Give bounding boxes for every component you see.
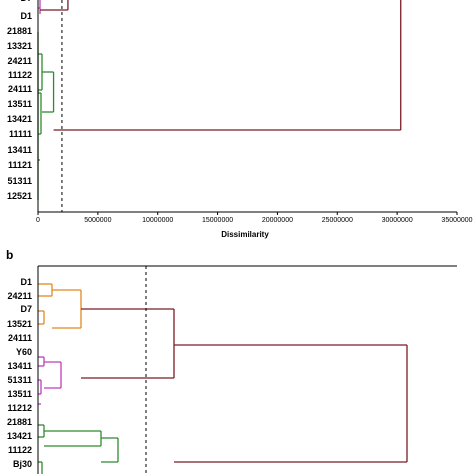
leaf-label-b: Bj30 xyxy=(12,459,32,469)
x-axis-title: Dissimilarity xyxy=(221,230,269,239)
leaf-label-a: 13321 xyxy=(6,41,32,51)
x-tick-label: 35000000 xyxy=(441,217,473,224)
leaf-label-a: 11122 xyxy=(7,70,32,80)
x-tick-label: 20000000 xyxy=(261,217,293,224)
leaf-label-a: 13511 xyxy=(7,99,32,109)
leaf-label-b: 51311 xyxy=(7,375,32,385)
leaf-label-b: D1 xyxy=(20,277,32,287)
leaf-label-b: 21881 xyxy=(6,417,32,427)
leaf-label-b: Y60 xyxy=(15,347,32,357)
x-tick-label: 25000000 xyxy=(321,217,353,224)
leaf-label-a: 21881 xyxy=(6,26,32,36)
leaf-label-a: 24211 xyxy=(7,56,32,66)
leaf-label-a: 51311 xyxy=(7,176,32,186)
panel-b-letter: b xyxy=(6,248,14,262)
leaf-label-b: 11122 xyxy=(7,445,32,455)
x-tick-label: 5000000 xyxy=(84,217,112,224)
leaf-label-a: 13411 xyxy=(7,145,32,155)
leaf-label-b: D7 xyxy=(20,304,32,314)
leaf-label-b: 13521 xyxy=(6,319,32,329)
leaf-label-b: 24211 xyxy=(7,291,32,301)
leaf-label-b: 11212 xyxy=(7,403,32,413)
leaf-label-a: 24111 xyxy=(7,84,32,94)
leaf-label-b: 13511 xyxy=(7,389,32,399)
leaf-label-a: D1 xyxy=(20,11,32,21)
leaf-label-b: 24111 xyxy=(7,333,32,343)
leaf-label-b: 13421 xyxy=(6,431,32,441)
leaf-label-a: 13421 xyxy=(6,114,32,124)
leaf-label-a: D7 xyxy=(20,0,32,3)
leaf-label-a: 11121 xyxy=(7,160,32,170)
leaf-label-a: 12521 xyxy=(6,191,32,201)
dendrogram-panel-a: D7 D1 21881 13321 24211 11122 24111 13511 13421 1… xyxy=(6,0,473,239)
x-tick-label: 15000000 xyxy=(201,217,234,224)
x-tick-label: 30000000 xyxy=(381,217,413,224)
x-tick-label: 10000000 xyxy=(142,217,174,224)
leaf-label-b: 13411 xyxy=(7,361,32,371)
leaf-label-a: 11111 xyxy=(8,129,32,139)
x-tick-label: 0 xyxy=(36,217,40,224)
dendrogram-a-plot xyxy=(37,0,458,215)
